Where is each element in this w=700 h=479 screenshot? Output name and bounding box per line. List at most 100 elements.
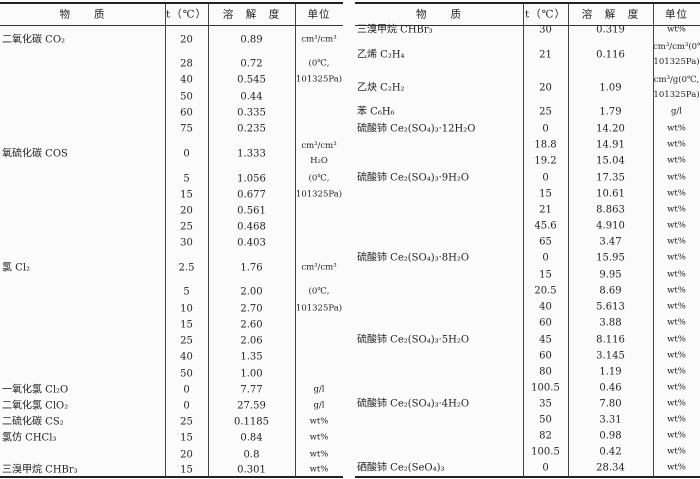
right-temperature-cell: 35 — [539, 398, 552, 410]
left-substance-cell: 三溴甲烷 CHBr₃ — [2, 464, 78, 476]
right-substance-cell: 硒酸铈 Ce₂(SeO₄)₃ — [357, 462, 445, 474]
right-temperature-cell: 30 — [539, 24, 552, 36]
right-solubility-cell: 15.04 — [596, 155, 625, 167]
right-solubility-cell: 3.145 — [596, 350, 625, 362]
left-solubility-cell: 0.8 — [243, 449, 260, 461]
right-temperature-cell: 0 — [542, 252, 549, 264]
right-divider — [653, 4, 654, 477]
left-unit-cell: cm³/cm³ — [301, 262, 337, 273]
left-unit-cell: 101325Pa) — [295, 74, 343, 85]
left-solubility-cell: 1.333 — [237, 148, 266, 160]
right-temperature-cell: 45.6 — [534, 220, 557, 232]
right-substance-cell: 硫酸铈 Ce₂(SO₄)₃·9H₂O — [357, 172, 470, 184]
left-header-unit: 单位 — [307, 8, 331, 21]
left-solubility-cell: 0.89 — [240, 34, 263, 46]
left-temperature-cell: 15 — [180, 319, 193, 331]
left-solubility-cell: 0.468 — [237, 221, 266, 233]
right-unit-cell: wt% — [667, 24, 686, 35]
right-solubility-cell: 3.47 — [599, 236, 622, 248]
left-solubility-cell: 0.44 — [240, 91, 263, 103]
right-unit-cell: wt% — [667, 398, 686, 409]
left-solubility-cell: 2.06 — [240, 335, 263, 347]
left-temperature-cell: 28 — [180, 58, 193, 70]
left-temperature-cell: 0 — [183, 384, 190, 396]
right-solubility-cell: 0.98 — [599, 430, 622, 442]
left-unit-cell: (0℃, — [308, 58, 330, 69]
right-temperature-cell: 18.8 — [534, 139, 557, 151]
right-header-substance: 物 质 — [416, 8, 462, 21]
left-solubility-cell: 2.00 — [240, 286, 263, 298]
right-solubility-cell: 0.319 — [596, 24, 625, 36]
right-unit-cell: cm³/cm³(0℃ 101325Pa) — [653, 42, 700, 67]
right-header-unit: 单位 — [665, 8, 688, 21]
left-temperature-cell: 20 — [180, 449, 193, 461]
left-header-solubility: 溶 解 度 — [222, 8, 281, 21]
right-substance-cell: 乙烯 C₂H₄ — [357, 49, 405, 61]
left-temperature-cell: 0 — [183, 400, 190, 412]
left-solubility-cell: 7.77 — [240, 384, 263, 396]
right-unit-cell: wt% — [667, 382, 686, 393]
right-substance-cell: 硫酸铈 Ce₂(SO₄)₃·12H₂O — [357, 123, 476, 135]
right-solubility-cell: 8.69 — [599, 285, 622, 297]
left-temperature-cell: 60 — [180, 107, 193, 119]
left-divider — [165, 4, 166, 477]
left-substance-cell: 二氧化氯 ClO₂ — [2, 400, 69, 412]
right-divider — [523, 4, 524, 477]
left-temperature-cell: 15 — [180, 189, 193, 201]
right-unit-cell: wt% — [667, 350, 686, 361]
right-temperature-cell: 15 — [539, 188, 552, 200]
right-solubility-cell: 15.95 — [596, 252, 625, 264]
left-solubility-cell: 0.335 — [237, 107, 266, 119]
right-temperature-cell: 100.5 — [531, 446, 560, 458]
left-divider — [295, 4, 296, 477]
left-header-temperature: t（℃） — [166, 8, 207, 21]
right-temperature-cell: 21 — [539, 49, 552, 61]
left-bottom-rule — [0, 476, 343, 478]
left-divider — [208, 4, 209, 477]
left-top-rule — [0, 2, 343, 4]
left-temperature-cell: 30 — [180, 237, 193, 249]
right-unit-cell: wt% — [667, 236, 686, 247]
left-unit-cell: (0℃, — [308, 173, 330, 184]
right-solubility-cell: 8.863 — [596, 204, 625, 216]
right-solubility-cell: 4.910 — [596, 220, 625, 232]
right-substance-cell: 乙炔 C₂H₂ — [357, 82, 405, 94]
left-temperature-cell: 25 — [180, 221, 193, 233]
right-solubility-cell: 3.88 — [599, 317, 622, 329]
left-temperature-cell: 0 — [183, 148, 190, 160]
right-unit-cell: wt% — [667, 301, 686, 312]
right-solubility-cell: 8.116 — [596, 334, 625, 346]
right-solubility-cell: 0.116 — [596, 49, 625, 61]
right-header-rule — [355, 25, 700, 26]
left-temperature-cell: 75 — [180, 123, 193, 135]
left-unit-cell: wt% — [309, 416, 329, 427]
left-temperature-cell: 50 — [180, 91, 193, 103]
right-solubility-cell: 0.46 — [599, 382, 622, 394]
right-solubility-cell: 14.20 — [596, 123, 625, 135]
right-temperature-cell: 19.2 — [534, 155, 557, 167]
right-unit-cell: wt% — [667, 123, 686, 134]
right-unit-cell: wt% — [667, 269, 686, 280]
right-unit-cell: wt% — [667, 155, 686, 166]
right-unit-cell: wt% — [667, 204, 686, 215]
right-solubility-cell: 3.31 — [599, 414, 622, 426]
left-solubility-cell: 2.70 — [240, 303, 263, 315]
left-unit-cell: (0℃, — [308, 286, 330, 297]
right-solubility-cell: 14.91 — [596, 139, 625, 151]
left-unit-cell: g/l — [313, 400, 325, 411]
left-substance-cell: 二硫化碳 CS₂ — [2, 416, 64, 428]
right-substance-cell: 三溴甲烷 CHBr₃ — [357, 24, 433, 36]
right-unit-cell: wt% — [667, 139, 686, 150]
left-unit-cell: cm³/cm³ — [301, 34, 337, 45]
right-unit-cell: wt% — [667, 446, 686, 457]
right-temperature-cell: 0 — [542, 172, 549, 184]
right-divider — [568, 4, 569, 477]
right-solubility-cell: 17.35 — [596, 172, 625, 184]
left-header-rule — [0, 25, 343, 26]
right-unit-cell: wt% — [667, 172, 686, 183]
left-unit-cell: wt% — [309, 464, 329, 475]
right-temperature-cell: 60 — [539, 350, 552, 362]
left-temperature-cell: 5 — [183, 173, 190, 185]
left-unit-cell: wt% — [309, 432, 329, 443]
right-solubility-cell: 1.79 — [599, 106, 622, 118]
